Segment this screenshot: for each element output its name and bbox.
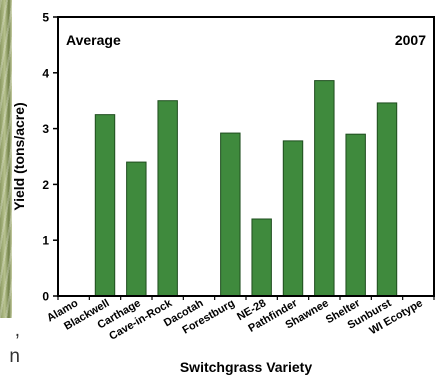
y-tick-label: 1 (42, 234, 49, 248)
bars (94, 80, 398, 297)
bar-shelter (345, 133, 366, 297)
y-tick-label: 3 (42, 122, 49, 136)
bar-sunburst (376, 102, 398, 297)
annotation-average: Average (66, 32, 121, 48)
y-tick-label: 5 (42, 11, 49, 25)
bar-ne-28 (251, 218, 272, 297)
caption-line-1: , (14, 320, 20, 341)
y-tick-label: 2 (42, 178, 49, 192)
y-axis-label: Yield (tons/acre) (11, 102, 27, 210)
annotation-year: 2007 (395, 32, 426, 48)
background-photo-edge (0, 0, 12, 318)
y-tick-label: 4 (42, 66, 49, 80)
caption-line-2: n (9, 346, 20, 367)
caption-fragment: , n (0, 318, 22, 377)
bar-pathfinder (282, 140, 304, 297)
y-tick-label: 0 (42, 290, 49, 304)
x-axis-label: Switchgrass Variety (180, 359, 313, 375)
bar-cave-in-rock (157, 100, 178, 297)
bar-blackwell (94, 114, 116, 297)
bar-shawnee (314, 80, 335, 297)
bar-forestburg (220, 132, 241, 297)
bar-carthage (126, 161, 147, 297)
y-ticks: 0 1 2 3 4 5 (42, 11, 58, 304)
x-ticks: AlamoBlackwellCarthageCave-in-RockDacota… (45, 296, 435, 343)
